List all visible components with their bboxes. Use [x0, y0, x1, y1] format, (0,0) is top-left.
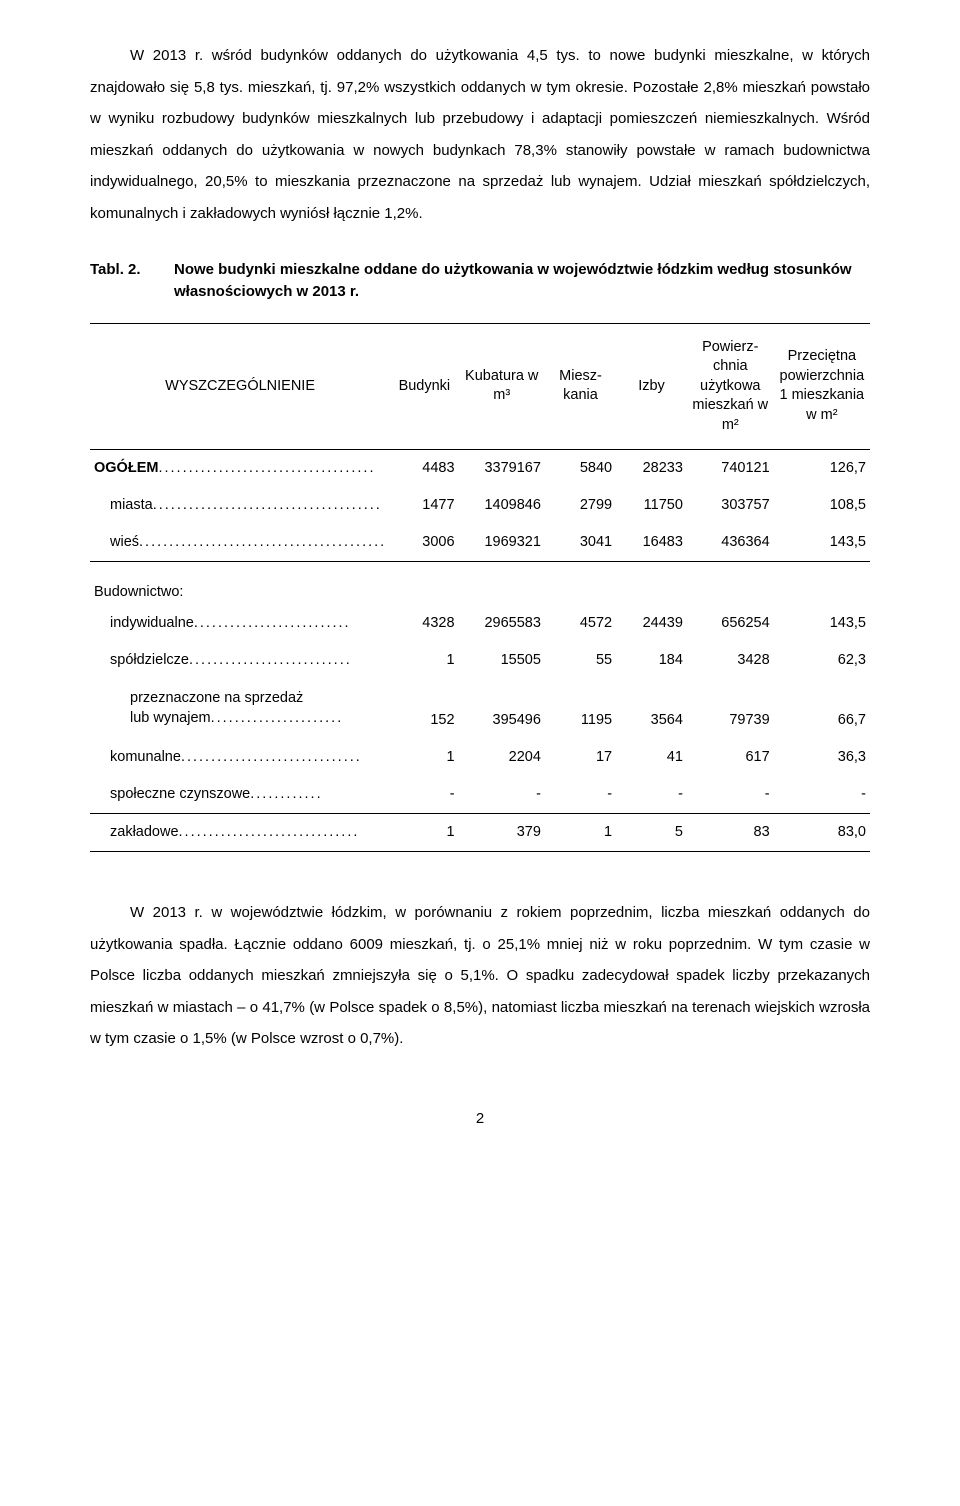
cell: 2799	[545, 487, 616, 524]
row-label: przeznaczone na sprzedażlub wynajem.....…	[90, 679, 390, 739]
table-row: indywidualne.......................... 4…	[90, 605, 870, 642]
table-row: przeznaczone na sprzedażlub wynajem.....…	[90, 679, 870, 739]
col-header-budynki: Budynki	[390, 323, 458, 450]
cell: 3041	[545, 524, 616, 561]
cell: 5	[616, 814, 687, 851]
paragraph-1: W 2013 r. wśród budynków oddanych do uży…	[90, 40, 870, 229]
table-section-header: Budownictwo:	[90, 562, 870, 605]
cell: 184	[616, 642, 687, 679]
cell: 126,7	[774, 450, 870, 487]
cell: 1409846	[459, 487, 545, 524]
cell: 3428	[687, 642, 774, 679]
cell: 83,0	[774, 814, 870, 851]
table-row: miasta..................................…	[90, 487, 870, 524]
cell: 36,3	[774, 739, 870, 776]
row-label: Budownictwo:	[90, 562, 870, 605]
cell: 1969321	[459, 524, 545, 561]
table-row: zakładowe.............................. …	[90, 814, 870, 851]
cell: 1	[390, 814, 458, 851]
cell: 1195	[545, 679, 616, 739]
cell: -	[390, 776, 458, 813]
cell: -	[774, 776, 870, 813]
cell: 2965583	[459, 605, 545, 642]
cell: -	[616, 776, 687, 813]
table-number: Tabl. 2.	[90, 259, 174, 303]
page-number: 2	[90, 1110, 870, 1127]
cell: 1	[390, 642, 458, 679]
col-header-przecietna: Przeciętna powierz­chnia 1 miesz­kania w…	[774, 323, 870, 450]
cell: 4572	[545, 605, 616, 642]
cell: 1	[390, 739, 458, 776]
cell: 11750	[616, 487, 687, 524]
row-label: komunalne..............................	[90, 739, 390, 776]
cell: 1	[545, 814, 616, 851]
col-header-kubatura: Kubatura w m³	[459, 323, 545, 450]
row-label: OGÓŁEM..................................…	[90, 450, 390, 487]
cell: -	[459, 776, 545, 813]
paragraph-2-text: W 2013 r. w województwie łódzkim, w poró…	[90, 904, 870, 1047]
cell: 3379167	[459, 450, 545, 487]
col-header-izby: Izby	[616, 323, 687, 450]
cell: 41	[616, 739, 687, 776]
table-row: spółdzielcze........................... …	[90, 642, 870, 679]
row-label: społeczne czynszowe............	[90, 776, 390, 813]
cell: 17	[545, 739, 616, 776]
cell: 303757	[687, 487, 774, 524]
cell: 4328	[390, 605, 458, 642]
paragraph-1-text: W 2013 r. wśród budynków oddanych do uży…	[90, 47, 870, 222]
cell: 15505	[459, 642, 545, 679]
cell: 2204	[459, 739, 545, 776]
cell: 1477	[390, 487, 458, 524]
cell: 143,5	[774, 605, 870, 642]
cell: 143,5	[774, 524, 870, 561]
cell: 24439	[616, 605, 687, 642]
cell: -	[545, 776, 616, 813]
col-header-powierzchnia: Powierz­chnia użytkowa mieszkań w m²	[687, 323, 774, 450]
row-label: miasta..................................…	[90, 487, 390, 524]
cell: -	[687, 776, 774, 813]
cell: 379	[459, 814, 545, 851]
cell: 656254	[687, 605, 774, 642]
table-row: społeczne czynszowe............ - - - - …	[90, 776, 870, 813]
cell: 28233	[616, 450, 687, 487]
data-table: WYSZCZEGÓLNIENIE Budynki Kubatura w m³ M…	[90, 323, 870, 853]
row-label: indywidualne..........................	[90, 605, 390, 642]
cell: 108,5	[774, 487, 870, 524]
table-row: komunalne.............................. …	[90, 739, 870, 776]
paragraph-2: W 2013 r. w województwie łódzkim, w poró…	[90, 897, 870, 1055]
cell: 740121	[687, 450, 774, 487]
table-row: wieś....................................…	[90, 524, 870, 561]
cell: 617	[687, 739, 774, 776]
row-label: zakładowe..............................	[90, 814, 390, 851]
cell: 4483	[390, 450, 458, 487]
cell: 395496	[459, 679, 545, 739]
cell: 436364	[687, 524, 774, 561]
table-row: OGÓŁEM..................................…	[90, 450, 870, 487]
page-container: W 2013 r. wśród budynków oddanych do uży…	[0, 0, 960, 1177]
cell: 83	[687, 814, 774, 851]
cell: 16483	[616, 524, 687, 561]
row-label: spółdzielcze...........................	[90, 642, 390, 679]
table-caption: Tabl. 2. Nowe budynki mieszkalne oddane …	[90, 259, 870, 303]
cell: 66,7	[774, 679, 870, 739]
cell: 5840	[545, 450, 616, 487]
cell: 62,3	[774, 642, 870, 679]
cell: 3564	[616, 679, 687, 739]
cell: 3006	[390, 524, 458, 561]
cell: 55	[545, 642, 616, 679]
col-header-wyszczegolnienie: WYSZCZEGÓLNIENIE	[90, 323, 390, 450]
cell: 152	[390, 679, 458, 739]
col-header-mieszkania: Miesz­kania	[545, 323, 616, 450]
table-title: Nowe budynki mieszkalne oddane do użytko…	[174, 259, 870, 303]
row-label: wieś....................................…	[90, 524, 390, 561]
cell: 79739	[687, 679, 774, 739]
table-header-row: WYSZCZEGÓLNIENIE Budynki Kubatura w m³ M…	[90, 323, 870, 450]
